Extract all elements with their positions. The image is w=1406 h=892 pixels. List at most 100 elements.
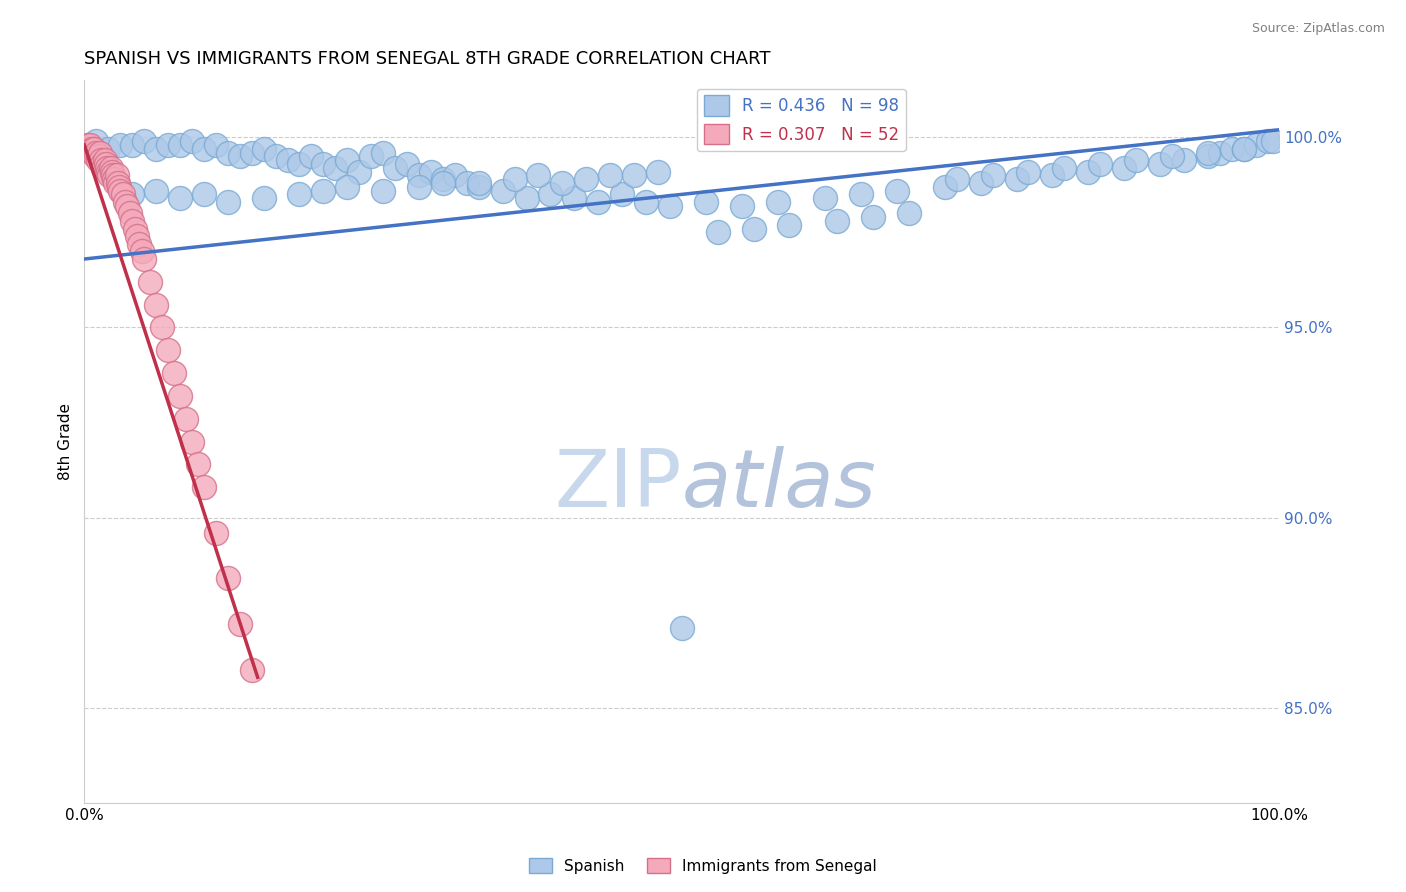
Point	[217, 145, 239, 160]
Point	[240, 663, 263, 677]
Point	[1233, 142, 1256, 156]
Point	[107, 176, 129, 190]
Point	[240, 145, 263, 160]
Point	[104, 176, 127, 190]
Point	[492, 184, 515, 198]
Point	[139, 275, 162, 289]
Point	[121, 187, 143, 202]
Point	[87, 149, 110, 163]
Point	[360, 149, 382, 163]
Point	[103, 172, 125, 186]
Point	[118, 206, 141, 220]
Point	[814, 191, 837, 205]
Point	[647, 164, 669, 178]
Point	[114, 194, 136, 209]
Point	[336, 153, 359, 168]
Point	[264, 149, 287, 163]
Point	[851, 187, 873, 202]
Point	[84, 149, 107, 163]
Point	[612, 187, 634, 202]
Point	[599, 169, 621, 183]
Point	[396, 157, 419, 171]
Point	[89, 145, 111, 160]
Point	[96, 161, 118, 175]
Point	[77, 142, 100, 156]
Point	[1125, 153, 1147, 168]
Point	[97, 142, 120, 156]
Point	[150, 320, 173, 334]
Point	[456, 176, 478, 190]
Point	[90, 153, 112, 168]
Point	[349, 164, 371, 178]
Point	[111, 187, 134, 202]
Point	[444, 169, 467, 183]
Legend: Spanish, Immigrants from Senegal: Spanish, Immigrants from Senegal	[523, 852, 883, 880]
Point	[1018, 164, 1040, 178]
Point	[187, 458, 209, 472]
Point	[82, 145, 104, 160]
Point	[540, 187, 562, 202]
Point	[169, 191, 191, 205]
Point	[886, 184, 908, 198]
Point	[1114, 161, 1136, 175]
Point	[623, 169, 645, 183]
Text: ZIP: ZIP	[554, 446, 682, 524]
Point	[516, 191, 538, 205]
Point	[157, 343, 180, 358]
Point	[277, 153, 299, 168]
Point	[1173, 153, 1195, 168]
Point	[408, 179, 430, 194]
Point	[588, 194, 610, 209]
Point	[288, 157, 311, 171]
Point	[145, 184, 167, 198]
Point	[373, 145, 395, 160]
Text: SPANISH VS IMMIGRANTS FROM SENEGAL 8TH GRADE CORRELATION CHART: SPANISH VS IMMIGRANTS FROM SENEGAL 8TH G…	[84, 50, 770, 68]
Point	[100, 161, 122, 175]
Point	[86, 145, 108, 160]
Point	[301, 149, 323, 163]
Point	[468, 176, 491, 190]
Point	[312, 157, 335, 171]
Point	[1263, 134, 1285, 148]
Point	[80, 142, 103, 156]
Point	[121, 137, 143, 152]
Point	[288, 187, 311, 202]
Point	[420, 164, 443, 178]
Point	[312, 184, 335, 198]
Point	[105, 169, 128, 183]
Point	[76, 137, 98, 152]
Point	[110, 137, 132, 152]
Point	[373, 184, 395, 198]
Point	[253, 191, 276, 205]
Point	[1233, 142, 1256, 156]
Legend: R = 0.436   N = 98, R = 0.307   N = 52: R = 0.436 N = 98, R = 0.307 N = 52	[697, 88, 905, 151]
Point	[1161, 149, 1184, 163]
Point	[432, 172, 454, 186]
Point	[1090, 157, 1112, 171]
Point	[432, 176, 454, 190]
Point	[325, 161, 347, 175]
Point	[83, 142, 105, 156]
Point	[125, 229, 148, 244]
Point	[145, 298, 167, 312]
Point	[1077, 164, 1099, 178]
Point	[157, 137, 180, 152]
Point	[766, 194, 789, 209]
Point	[131, 244, 153, 259]
Point	[108, 179, 131, 194]
Point	[731, 199, 754, 213]
Point	[1220, 142, 1243, 156]
Point	[1149, 157, 1171, 171]
Point	[862, 210, 884, 224]
Point	[174, 411, 197, 425]
Point	[898, 206, 921, 220]
Point	[468, 179, 491, 194]
Point	[145, 142, 167, 156]
Point	[1042, 169, 1064, 183]
Point	[128, 236, 150, 251]
Point	[1257, 134, 1279, 148]
Point	[93, 153, 115, 168]
Y-axis label: 8th Grade: 8th Grade	[58, 403, 73, 480]
Point	[253, 142, 276, 156]
Text: Source: ZipAtlas.com: Source: ZipAtlas.com	[1251, 22, 1385, 36]
